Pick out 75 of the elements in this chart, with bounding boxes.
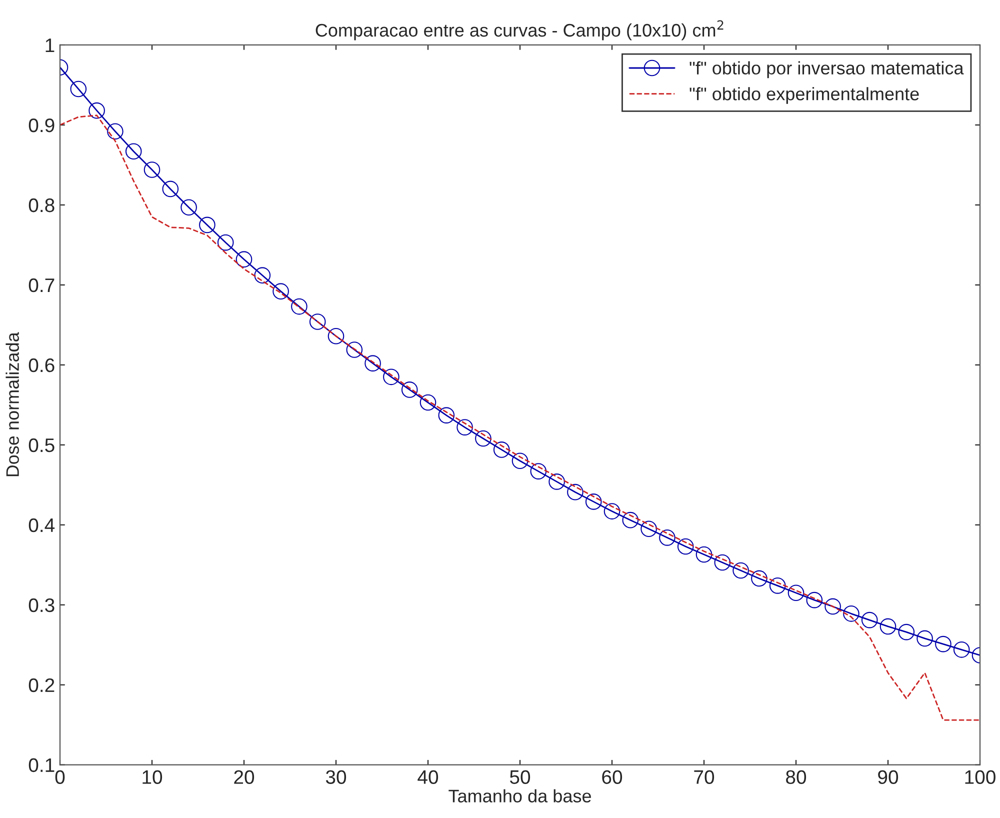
point xyxy=(585,494,602,510)
point xyxy=(935,636,952,652)
y-tick-label: 0.8 xyxy=(28,198,54,212)
point xyxy=(328,328,344,344)
y-tick-label: 0.6 xyxy=(28,358,54,372)
y-tick-label: 0.4 xyxy=(28,518,55,532)
point xyxy=(898,624,915,640)
point xyxy=(622,512,639,528)
legend-label: "f" obtido por inversao matematica xyxy=(690,61,964,78)
point xyxy=(751,570,768,587)
point xyxy=(567,484,584,500)
point xyxy=(696,546,712,563)
point xyxy=(107,123,124,140)
x-tick-label: 0 xyxy=(55,770,65,784)
y-axis-title: Dose normalizada xyxy=(6,332,19,476)
x-tick-label: 10 xyxy=(142,770,162,784)
x-tick-label: 80 xyxy=(786,770,806,784)
point xyxy=(530,463,547,480)
point xyxy=(291,298,308,315)
point xyxy=(217,234,234,251)
point xyxy=(162,180,179,198)
point xyxy=(843,606,860,622)
point xyxy=(512,452,528,470)
y-tick-label: 0.3 xyxy=(28,598,54,612)
point xyxy=(438,407,455,424)
point xyxy=(640,520,657,538)
x-tick-label: 50 xyxy=(510,770,530,784)
point xyxy=(916,630,933,647)
chart-title: Comparacao entre as curvas - Campo (10x10) cm$^{2}$ xyxy=(316,20,724,40)
point xyxy=(659,530,676,546)
point xyxy=(70,80,87,98)
point xyxy=(254,267,271,284)
point xyxy=(383,368,400,386)
x-tick-label: 100 xyxy=(965,770,996,784)
point xyxy=(732,562,749,579)
point xyxy=(420,394,436,411)
y-tick-label: 0.9 xyxy=(28,118,54,132)
point xyxy=(125,143,142,160)
y-tick-label: 0.5 xyxy=(28,438,54,452)
point xyxy=(456,419,473,436)
point xyxy=(788,584,804,602)
point xyxy=(401,382,418,398)
point xyxy=(199,216,216,234)
y-tick-label: 0.1 xyxy=(28,758,54,772)
x-tick-label: 60 xyxy=(602,770,622,784)
point xyxy=(714,554,731,571)
y-tick-label: 0.2 xyxy=(28,678,54,692)
legend-label: "f" obtido experimentalmente xyxy=(690,87,919,104)
point xyxy=(346,342,363,358)
point xyxy=(180,199,197,216)
y-tick-label: 0.7 xyxy=(28,278,54,292)
point xyxy=(880,618,896,635)
point xyxy=(364,355,381,372)
x-tick-label: 70 xyxy=(694,770,714,784)
point xyxy=(806,592,823,608)
point xyxy=(309,314,326,330)
point xyxy=(272,283,289,300)
point xyxy=(861,612,878,628)
point xyxy=(769,578,786,594)
x-axis-title: Tamanho da base xyxy=(448,789,591,802)
point xyxy=(144,162,160,178)
y-tick-label: 1 xyxy=(46,38,54,52)
point xyxy=(677,538,694,555)
point xyxy=(88,102,105,119)
x-tick-label: 20 xyxy=(234,770,254,784)
x-tick-label: 90 xyxy=(878,770,898,784)
point xyxy=(548,474,565,490)
point xyxy=(493,442,510,458)
x-tick-label: 40 xyxy=(418,770,438,784)
point xyxy=(604,503,620,520)
point xyxy=(953,641,970,658)
point xyxy=(824,598,841,615)
x-tick-label: 30 xyxy=(326,770,346,784)
point xyxy=(236,251,252,268)
point xyxy=(475,430,492,447)
